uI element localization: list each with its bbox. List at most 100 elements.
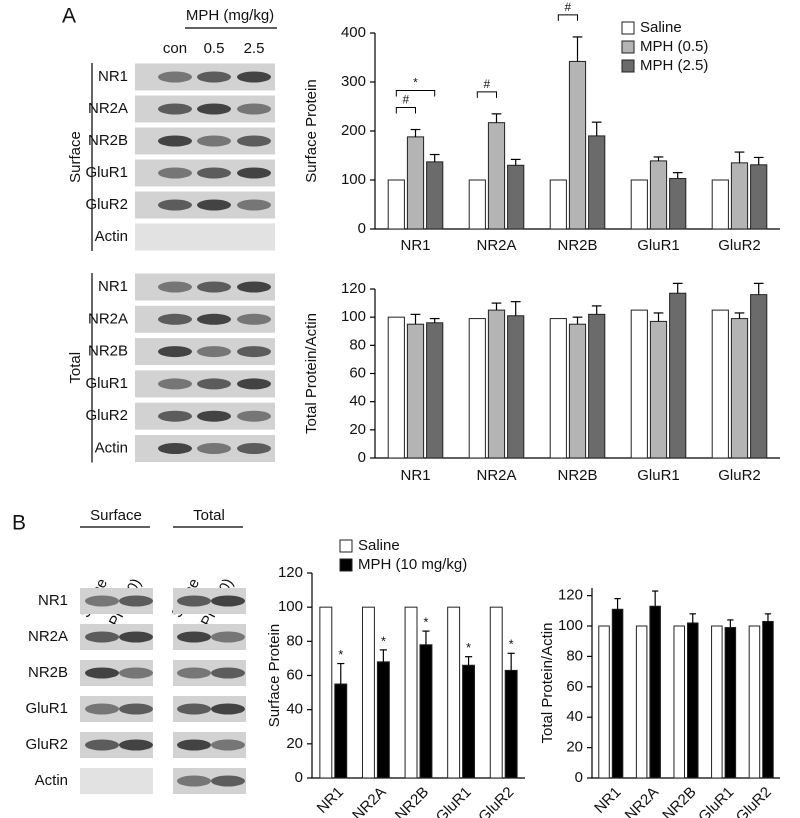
blot-band [158, 378, 192, 390]
blot-band [177, 595, 211, 607]
bar [404, 606, 418, 779]
blot-band [85, 703, 119, 715]
row-label: Actin [35, 772, 68, 789]
y-tick-label: 0 [358, 220, 366, 237]
y-tick-label: 80 [286, 632, 303, 649]
bar [549, 179, 567, 230]
blot-band [85, 739, 119, 751]
bar [361, 606, 375, 779]
annotation: * [413, 76, 418, 90]
bracket [395, 107, 416, 114]
x-tick-label: NR2A [476, 467, 516, 484]
y-tick-label: 120 [278, 564, 303, 581]
row-label: NR1 [98, 278, 128, 295]
x-tick-label: NR2A [622, 784, 662, 818]
blot-band [119, 667, 153, 679]
y-tick-label: 100 [341, 171, 366, 188]
y-tick-label: 20 [566, 739, 583, 756]
blot-band [85, 631, 119, 643]
bar [748, 625, 761, 779]
x-tick-label: GluR1 [433, 784, 475, 818]
blot-band [237, 199, 271, 211]
bar [635, 625, 648, 779]
blot-band [119, 595, 153, 607]
legend-swatch [339, 539, 353, 553]
bar [406, 136, 425, 230]
y-tick-label: 400 [341, 24, 366, 41]
bar [711, 625, 723, 779]
blot-band [211, 739, 245, 751]
blot-band [211, 703, 245, 715]
y-tick-label: 100 [341, 308, 366, 325]
y-axis-label: Surface Protein [303, 79, 320, 182]
blot-band [158, 313, 192, 325]
lane-label: 0.5 [204, 40, 225, 57]
bar [487, 122, 506, 230]
row-label: NR1 [98, 68, 128, 85]
bar [462, 664, 476, 779]
row-label: Actin [95, 228, 128, 245]
bar [387, 179, 405, 230]
y-axis-label: Total Protein/Actin [539, 623, 556, 744]
bar [730, 318, 749, 459]
bar [750, 164, 768, 230]
blot-band [158, 410, 192, 422]
blot-band [197, 135, 231, 147]
lane-label: 2.5 [244, 40, 265, 57]
blot-band [158, 199, 192, 211]
annotation: # [403, 93, 410, 107]
blot-band [158, 346, 192, 358]
blot [135, 223, 275, 251]
blot-band [197, 313, 231, 325]
y-tick-label: 120 [341, 280, 366, 297]
blot-band [85, 595, 119, 607]
row-label: GluR1 [85, 375, 128, 392]
blot-band [237, 71, 271, 83]
y-tick-label: 60 [566, 678, 583, 695]
x-tick-label: NR2B [659, 784, 699, 818]
row-label: GluR2 [85, 196, 128, 213]
bar [630, 309, 648, 459]
y-tick-label: 200 [341, 122, 366, 139]
blot-band [211, 775, 245, 787]
annotation: * [338, 647, 343, 662]
x-tick-label: GluR1 [637, 237, 680, 254]
blot-band [119, 631, 153, 643]
blot-band [119, 703, 153, 715]
bar [568, 323, 587, 459]
blot-band [197, 346, 231, 358]
bar [649, 605, 661, 779]
y-tick-label: 0 [295, 769, 303, 786]
y-tick-label: 60 [349, 364, 366, 381]
bar [649, 160, 668, 230]
blot-band [237, 167, 271, 179]
bar [426, 322, 444, 459]
bar [334, 683, 348, 779]
blot [80, 768, 153, 794]
bar [487, 309, 506, 459]
bar [447, 606, 461, 779]
bar [762, 620, 774, 779]
y-tick-label: 120 [558, 587, 583, 604]
blot-band [197, 281, 231, 293]
blot-band [158, 135, 192, 147]
x-tick-label: NR1 [591, 784, 624, 817]
row-label: GluR1 [85, 164, 128, 181]
blot-band [158, 103, 192, 115]
legend-swatch [621, 21, 635, 35]
bar [711, 179, 729, 230]
row-label: NR2A [88, 310, 128, 327]
annotation: # [565, 0, 572, 14]
panel-label: A [62, 5, 76, 28]
x-tick-label: GluR2 [733, 784, 775, 818]
bracket [476, 91, 497, 98]
blot-band [177, 775, 211, 787]
bar [673, 625, 685, 779]
x-tick-label: GluR2 [718, 467, 761, 484]
blot-band [158, 281, 192, 293]
x-tick-label: NR2B [557, 237, 597, 254]
bar [406, 323, 425, 459]
x-tick-label: GluR1 [695, 784, 737, 818]
y-tick-label: 40 [566, 708, 583, 725]
